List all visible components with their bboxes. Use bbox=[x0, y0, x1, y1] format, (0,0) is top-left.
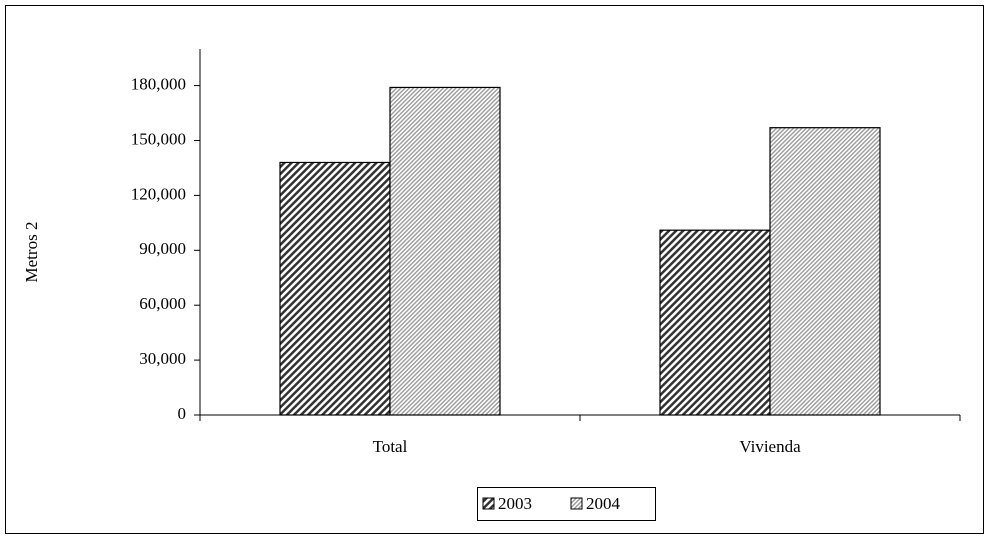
legend-label: 2003 bbox=[498, 494, 532, 513]
legend-label: 2004 bbox=[586, 494, 621, 513]
x-tick-label: Vivienda bbox=[739, 437, 801, 456]
bar bbox=[769, 127, 881, 416]
y-tick-label: 0 bbox=[178, 404, 187, 423]
y-tick-label: 150,000 bbox=[131, 129, 186, 148]
bar bbox=[279, 161, 391, 416]
bar bbox=[389, 86, 501, 416]
x-tick-label: Total bbox=[373, 437, 408, 456]
y-tick-label: 60,000 bbox=[139, 294, 186, 313]
y-tick-label: 30,000 bbox=[139, 349, 186, 368]
y-tick-label: 120,000 bbox=[131, 184, 186, 203]
y-tick-label: 90,000 bbox=[139, 239, 186, 258]
bar bbox=[659, 229, 771, 416]
legend-box bbox=[477, 487, 656, 521]
y-axis-label: Metros 2 bbox=[22, 222, 41, 283]
y-tick-label: 180,000 bbox=[131, 75, 186, 94]
legend-swatch bbox=[570, 497, 583, 510]
legend-swatch bbox=[482, 497, 495, 510]
